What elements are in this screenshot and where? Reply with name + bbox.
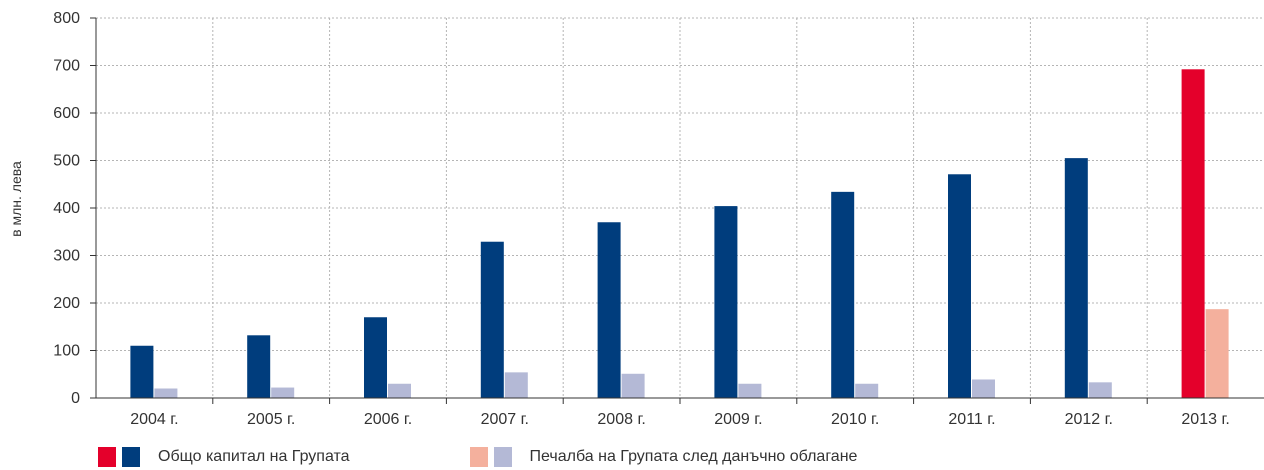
- bar-net-profit: [504, 372, 528, 398]
- bar-net-profit: [388, 383, 411, 398]
- legend-swatch: [122, 447, 140, 467]
- bar-chart: в млн. лева 0 100 200 300 400 500 600 700 800 200…: [8, 10, 1264, 428]
- y-tick-label: 600: [53, 105, 80, 122]
- bar-total-capital: [480, 241, 504, 398]
- legend-item-net-profit: Печалба на Групата след данъчно облагане: [469, 447, 858, 467]
- bar-net-profit: [1205, 309, 1229, 398]
- bar-net-profit: [271, 387, 295, 398]
- x-tick-label: 2012 г.: [1065, 411, 1113, 428]
- bars: [130, 69, 1229, 399]
- x-tick-label: 2013 г.: [1181, 411, 1229, 428]
- y-tick-label: 500: [53, 153, 80, 170]
- bar-total-capital: [948, 174, 971, 398]
- x-tick-label: 2008 г.: [597, 411, 645, 428]
- bar-total-capital: [597, 222, 621, 398]
- y-tick-label: 700: [53, 58, 80, 75]
- axes: [90, 17, 1264, 404]
- gridlines: [96, 17, 1264, 398]
- legend-swatch: [493, 447, 512, 467]
- y-tick-label: 300: [53, 248, 80, 265]
- x-tick-label: 2011 г.: [948, 411, 995, 428]
- legend-label: Печалба на Групата след данъчно облагане: [529, 448, 858, 465]
- legend-swatch-2013: [469, 447, 488, 467]
- bar-net-profit: [154, 388, 178, 398]
- bar-total-capital: [714, 206, 738, 398]
- x-tick-label: 2006 г.: [364, 411, 412, 428]
- legend-item-total-capital: Общо капитал на Групата: [98, 447, 350, 467]
- legend-label: Общо капитал на Групата: [158, 448, 350, 465]
- bar-total-capital: [130, 345, 154, 398]
- x-tick-label: 2005 г.: [247, 411, 295, 428]
- bar-total-capital: [831, 191, 855, 398]
- bar-net-profit: [1088, 382, 1112, 398]
- bar-net-profit: [855, 383, 879, 398]
- bar-net-profit: [972, 379, 995, 398]
- y-tick-label: 0: [71, 390, 80, 407]
- tick-labels: 0 100 200 300 400 500 600 700 800 2004 г. 2005 г. 2…: [53, 10, 1229, 428]
- legend: Общо капитал на Групата Печалба на Група…: [98, 447, 857, 467]
- bar-total-capital: [247, 335, 271, 398]
- legend-swatch-2013: [98, 447, 116, 467]
- bar-total-capital: [1181, 69, 1205, 399]
- x-tick-label: 2009 г.: [714, 411, 762, 428]
- bar-total-capital: [1064, 158, 1088, 398]
- bar-net-profit: [621, 373, 645, 398]
- bar-net-profit: [738, 383, 762, 398]
- x-tick-label: 2004 г.: [130, 411, 178, 428]
- y-tick-label: 200: [53, 295, 80, 312]
- bar-total-capital: [364, 317, 387, 398]
- x-tick-label: 2010 г.: [831, 411, 879, 428]
- y-tick-label: 400: [53, 200, 80, 217]
- y-tick-label: 100: [53, 343, 80, 360]
- y-tick-label: 800: [53, 10, 80, 27]
- y-axis-title: в млн. лева: [8, 161, 24, 237]
- x-tick-label: 2007 г.: [481, 411, 529, 428]
